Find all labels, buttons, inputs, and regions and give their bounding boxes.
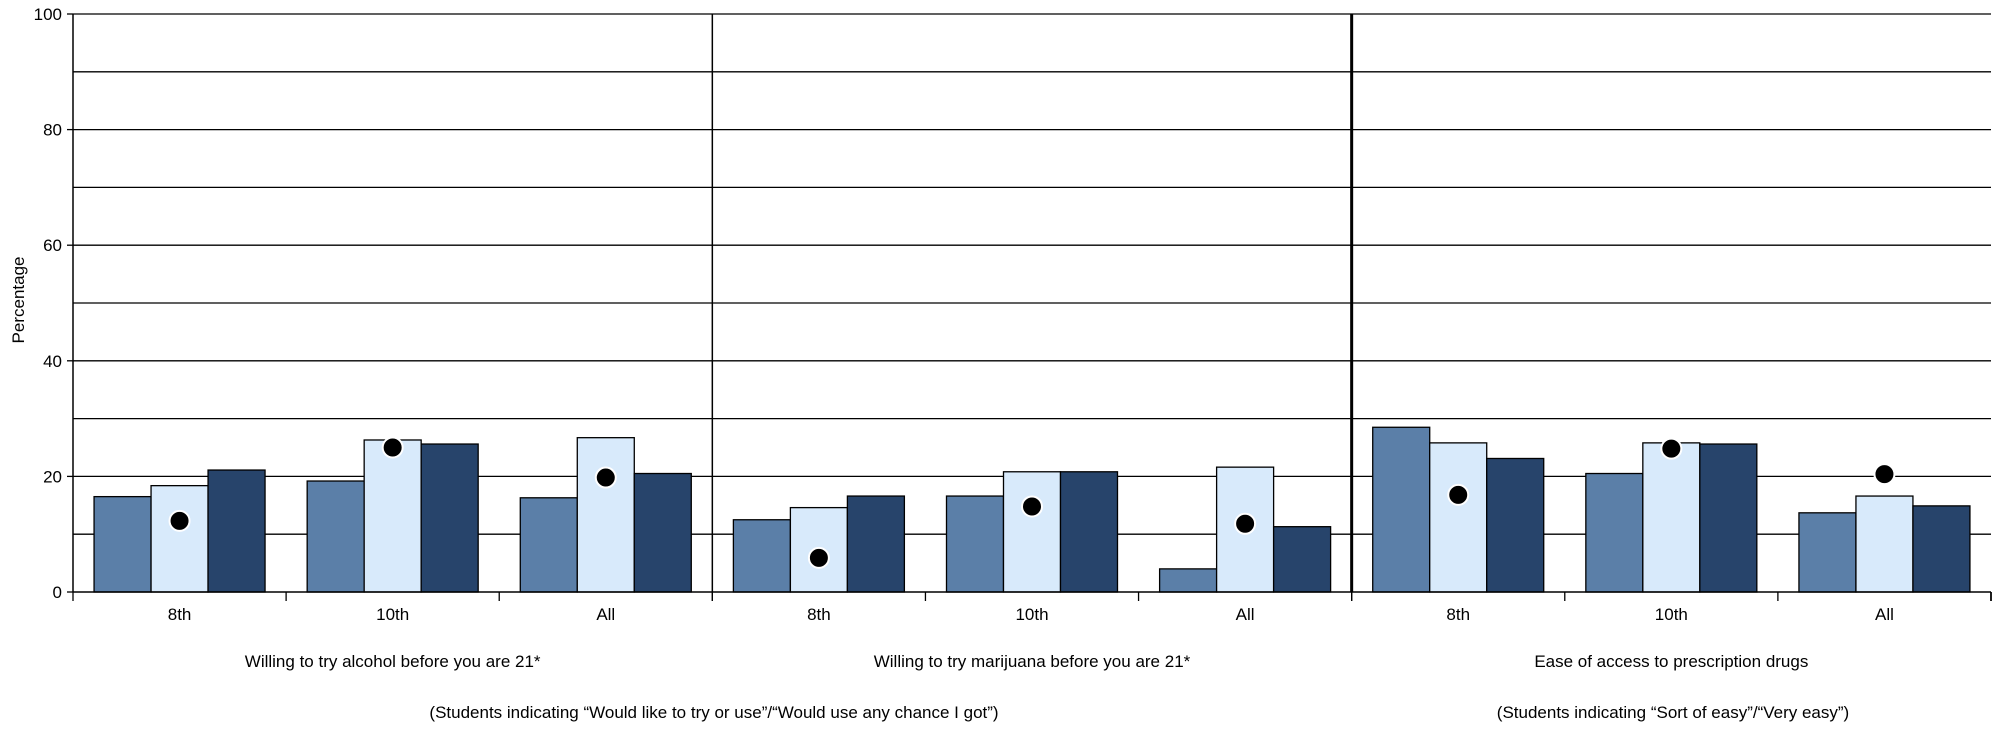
y-axis-label: Percentage [9, 257, 28, 344]
marker-dot [1021, 495, 1043, 518]
y-tick-label: 40 [43, 352, 62, 371]
panel-title: Willing to try marijuana before you are … [874, 652, 1191, 671]
axes [67, 13, 1992, 601]
bar [363, 439, 422, 593]
bar [519, 497, 578, 593]
category-label: 10th [376, 605, 409, 624]
category-label: 10th [1015, 605, 1048, 624]
bar [1486, 457, 1545, 593]
category-label: All [1236, 605, 1255, 624]
bar [576, 437, 635, 593]
category-label: All [596, 605, 615, 624]
marker-dot [594, 466, 617, 489]
marker-dot [1234, 512, 1257, 535]
y-tick-label: 0 [53, 583, 62, 602]
y-tick-label: 20 [43, 467, 62, 486]
bar [1699, 443, 1758, 593]
bar [207, 469, 266, 593]
bar [1798, 512, 1857, 593]
note-left: (Students indicating “Would like to try … [429, 703, 998, 722]
labels: 0 20 40 60 80 100 8th 10th All Willing to try alc… [34, 5, 1894, 671]
bar [150, 484, 209, 593]
bar [306, 480, 365, 593]
bar [1002, 471, 1062, 593]
bar [633, 472, 692, 593]
bars [93, 426, 1971, 593]
y-tick-label: 100 [34, 5, 62, 24]
marker-dot [168, 509, 191, 532]
panel-title: Willing to try alcohol before you are 21… [245, 652, 541, 671]
marker-dot [1447, 483, 1470, 506]
bar [1585, 472, 1644, 593]
bar [1855, 495, 1914, 593]
bar [1158, 568, 1218, 593]
category-label: 8th [1446, 605, 1470, 624]
marker-dot [1660, 437, 1683, 460]
marker-dot [1873, 463, 1896, 486]
category-label: 8th [168, 605, 192, 624]
category-label: All [1875, 605, 1894, 624]
category-label: 8th [807, 605, 831, 624]
bar [1912, 505, 1971, 593]
bar [1059, 471, 1119, 593]
bar [420, 443, 479, 593]
bar [1272, 526, 1332, 593]
bar [1372, 426, 1431, 593]
y-tick-label: 80 [43, 121, 62, 140]
bar [732, 519, 792, 593]
panel-title: Ease of access to prescription drugs [1534, 652, 1808, 671]
note-right: (Students indicating “Sort of easy”/“Ver… [1497, 703, 1849, 722]
bar [93, 495, 152, 593]
y-tick-label: 60 [43, 236, 62, 255]
bar [1429, 442, 1488, 593]
marker-dot [381, 436, 404, 459]
markers [168, 436, 1896, 569]
bar [1642, 442, 1701, 593]
category-label: 10th [1655, 605, 1688, 624]
marker-dot [807, 546, 830, 569]
bar [846, 495, 906, 593]
bar [945, 495, 1005, 593]
